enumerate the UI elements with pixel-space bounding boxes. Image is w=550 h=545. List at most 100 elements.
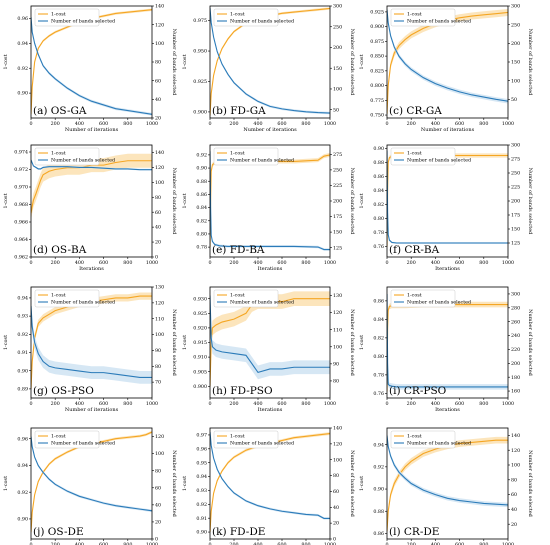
subplot-8: 0 200 400 600 800 1000 0.76 0.78 0.80 0.82 0.84 0.8… bbox=[359, 286, 533, 413]
y2-axis-label: Number of bands selected bbox=[349, 29, 355, 97]
y-tick-label: 0.82 bbox=[373, 335, 384, 341]
y2-axis-label: Number of bands selected bbox=[527, 168, 533, 236]
x-tick-label: 800 bbox=[301, 542, 310, 545]
subplot-1: 0 200 400 600 800 1000 0.900 0.925 0.950 0.975 50 1… bbox=[182, 4, 355, 133]
y-tick-label: 0.850 bbox=[370, 54, 384, 60]
legend-entry: Number of bands selected bbox=[407, 300, 471, 306]
x-tick-label: 0 bbox=[385, 121, 388, 127]
y2-tick-label: 100 bbox=[155, 41, 164, 47]
y-tick-label: 0.91 bbox=[196, 516, 207, 522]
plot-area bbox=[387, 433, 508, 535]
y-axis-label: 1-cost bbox=[3, 193, 9, 208]
x-tick-label: 800 bbox=[479, 401, 488, 407]
series-band-1 bbox=[210, 6, 330, 115]
y2-tick-label: 110 bbox=[333, 327, 342, 333]
y-tick-label: 0.94 bbox=[17, 41, 28, 47]
y2-tick-label: 20 bbox=[511, 522, 517, 528]
y-tick-label: 0.86 bbox=[373, 298, 384, 304]
axes-frame bbox=[209, 5, 331, 119]
y-tick-label: 0.966 bbox=[14, 220, 28, 226]
y-tick-label: 0.925 bbox=[193, 79, 207, 85]
series-band-0 bbox=[387, 153, 508, 249]
series-line-bands bbox=[387, 9, 508, 102]
x-tick-label: 200 bbox=[407, 401, 416, 407]
x-tick-label: 1000 bbox=[324, 121, 336, 127]
plot-area bbox=[31, 430, 152, 534]
series-band-0 bbox=[387, 301, 508, 395]
y-tick-label: 0.84 bbox=[373, 317, 384, 323]
y2-tick-label: 20 bbox=[333, 521, 339, 527]
y-tick-label: 0.825 bbox=[370, 68, 384, 74]
y2-tick-label: 140 bbox=[155, 150, 164, 156]
subplot-2: 0 200 400 600 800 1000 0.750 0.775 0.800 0.825 0.8… bbox=[359, 4, 533, 133]
x-tick-label: 0 bbox=[385, 401, 388, 407]
panel-label: (i) CR-PSO bbox=[389, 385, 447, 397]
legend-entry: 1-cost bbox=[407, 151, 422, 157]
panel-label: (k) FD-DE bbox=[212, 526, 265, 538]
legend-entry: Number of bands selected bbox=[230, 441, 294, 447]
y2-tick-label: 160 bbox=[511, 389, 520, 395]
legend-box bbox=[390, 430, 456, 449]
panel-label: (c) CR-GA bbox=[389, 105, 442, 117]
y2-tick-label: 0 bbox=[333, 537, 336, 543]
subplot-10: 020040060080010000.900.910.920.930.940.9… bbox=[182, 426, 355, 545]
y2-tick-label: 140 bbox=[155, 4, 164, 10]
series-band-1 bbox=[210, 288, 330, 380]
y2-tick-label: 40 bbox=[155, 502, 161, 508]
subplot-5: 0 200 400 600 800 1000 0.76 0.78 0.80 0.82 0.84 0.8… bbox=[359, 143, 533, 272]
legend-entry: Number of bands selected bbox=[51, 19, 115, 25]
y-tick-label: 0.925 bbox=[193, 311, 207, 317]
x-tick-label: 200 bbox=[51, 542, 60, 545]
y-tick-label: 0.96 bbox=[17, 436, 28, 442]
y2-tick-label: 125 bbox=[333, 245, 342, 251]
y2-tick-label: 200 bbox=[511, 41, 520, 47]
y-tick-label: 0.80 bbox=[196, 232, 207, 238]
y2-tick-label: 60 bbox=[155, 485, 161, 491]
series-line-bands bbox=[387, 150, 508, 244]
y-tick-label: 0.970 bbox=[14, 185, 28, 191]
y-tick-label: 0.86 bbox=[196, 192, 207, 198]
y2-tick-label: 80 bbox=[155, 468, 161, 474]
y-tick-label: 0.92 bbox=[17, 332, 28, 338]
legend-box bbox=[390, 289, 456, 308]
x-tick-label: 600 bbox=[99, 401, 108, 407]
series-line-cost bbox=[31, 160, 152, 214]
x-tick-label: 200 bbox=[51, 121, 60, 127]
y-tick-label: 0.96 bbox=[196, 446, 207, 452]
y-tick-label: 0.88 bbox=[196, 179, 207, 185]
x-tick-label: 800 bbox=[479, 121, 488, 127]
y-tick-label: 0.80 bbox=[373, 216, 384, 222]
y-tick-label: 0.900 bbox=[193, 110, 207, 116]
plot-area bbox=[31, 8, 152, 116]
y2-tick-label: 40 bbox=[333, 505, 339, 511]
y2-tick-label: 225 bbox=[333, 183, 342, 189]
y2-axis-label: Number of bands selected bbox=[349, 309, 355, 377]
x-tick-label: 400 bbox=[75, 260, 84, 266]
y-tick-label: 0.800 bbox=[370, 83, 384, 89]
x-tick-label: 1000 bbox=[324, 401, 336, 407]
panel-label: (j) OS-DE bbox=[33, 526, 84, 538]
series-line-cost bbox=[210, 154, 330, 248]
x-tick-label: 600 bbox=[277, 121, 286, 127]
legend-entry: 1-cost bbox=[230, 293, 245, 299]
y2-tick-label: 80 bbox=[333, 473, 339, 479]
series-band-0 bbox=[31, 430, 152, 534]
series-line-bands bbox=[387, 435, 508, 506]
y-tick-label: 0.775 bbox=[370, 98, 384, 104]
legend-box bbox=[390, 8, 456, 27]
legend-entry: 1-cost bbox=[51, 293, 66, 299]
y2-axis-label: Number of bands selected bbox=[349, 450, 355, 518]
legend-box bbox=[34, 289, 100, 308]
y-tick-label: 0.975 bbox=[193, 18, 207, 24]
panel-label: (l) CR-DE bbox=[389, 526, 439, 538]
y-tick-label: 0.875 bbox=[370, 39, 384, 45]
x-tick-label: 0 bbox=[208, 401, 211, 407]
x-tick-label: 0 bbox=[29, 260, 32, 266]
y-tick-label: 0.900 bbox=[370, 24, 384, 30]
x-tick-label: 0 bbox=[385, 260, 388, 266]
legend-entry: Number of bands selected bbox=[51, 300, 115, 306]
x-tick-label: 200 bbox=[229, 260, 238, 266]
